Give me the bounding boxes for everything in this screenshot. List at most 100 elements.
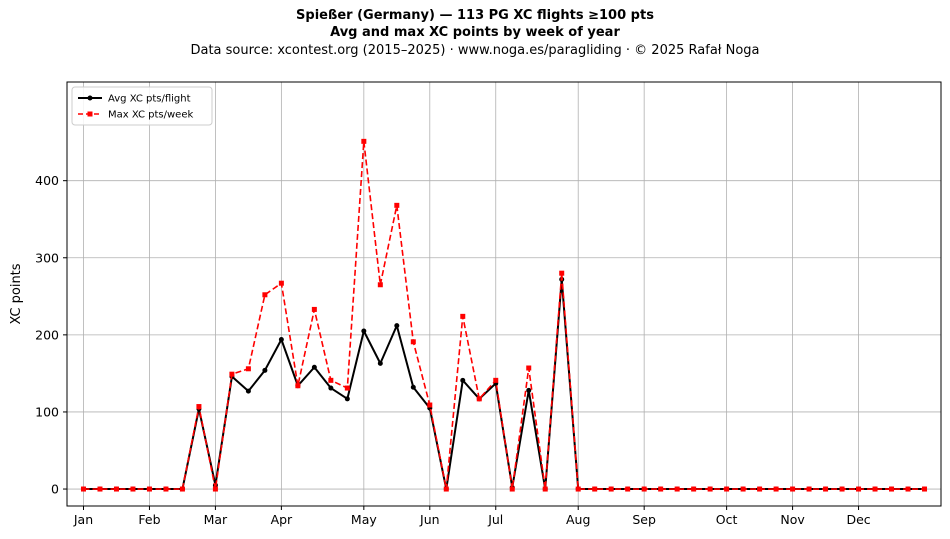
data-point xyxy=(394,202,400,208)
x-tick-label: Nov xyxy=(780,512,805,527)
data-point xyxy=(575,486,581,492)
plot-frame xyxy=(66,81,942,507)
legend-marker xyxy=(87,111,93,117)
data-point xyxy=(427,402,433,408)
x-tick-label: Apr xyxy=(271,512,293,527)
x-tick-label: Feb xyxy=(138,512,160,527)
legend-item: Max XC pts/week xyxy=(78,110,193,121)
y-tick-label: 100 xyxy=(35,404,59,419)
data-point xyxy=(229,371,235,377)
chart-subtitle: Avg and max XC points by week of year xyxy=(330,25,620,40)
data-point xyxy=(641,486,647,492)
data-point xyxy=(361,138,367,144)
data-point xyxy=(460,377,466,383)
x-tick-label: Jan xyxy=(73,512,93,527)
data-point xyxy=(196,404,202,410)
data-point xyxy=(311,364,317,370)
y-tick-label: 200 xyxy=(35,327,59,342)
data-point xyxy=(839,486,845,492)
data-point xyxy=(130,486,136,492)
data-point xyxy=(740,486,746,492)
y-tick-label: 400 xyxy=(35,173,59,188)
data-point xyxy=(625,486,631,492)
data-point xyxy=(526,387,532,393)
series-layer xyxy=(80,138,928,492)
data-point xyxy=(509,486,515,492)
data-point xyxy=(328,377,334,383)
data-point xyxy=(377,282,383,288)
data-point xyxy=(262,292,268,298)
chart-title: Spießer (Germany) — 113 PG XC flights ≥1… xyxy=(296,8,654,23)
data-point xyxy=(80,486,86,492)
axes: Jan Feb Mar Apr May Jun Jul Aug Sep Oct Nov Dec 0 100… xyxy=(35,173,871,527)
data-point xyxy=(526,365,532,371)
legend-label: Max XC pts/week xyxy=(108,110,193,121)
data-point xyxy=(872,486,878,492)
legend: Avg XC pts/flight Max XC pts/week xyxy=(71,86,213,126)
data-point xyxy=(790,486,796,492)
legend-label: Avg XC pts/flight xyxy=(108,94,191,105)
data-point xyxy=(889,486,895,492)
data-point xyxy=(212,486,218,492)
x-tick-label: Jun xyxy=(419,512,440,527)
x-tick-label: Jul xyxy=(487,512,503,527)
data-point xyxy=(922,486,928,492)
data-point xyxy=(394,323,400,329)
data-point xyxy=(163,486,169,492)
x-tick-label: Sep xyxy=(632,512,656,527)
legend-item: Avg XC pts/flight xyxy=(78,94,191,105)
data-point xyxy=(179,486,185,492)
data-point xyxy=(724,486,730,492)
data-point xyxy=(905,486,911,492)
data-point xyxy=(443,486,449,492)
data-point xyxy=(245,366,251,372)
data-point xyxy=(460,313,466,319)
x-tick-label: Mar xyxy=(204,512,228,527)
data-point xyxy=(344,385,350,391)
data-point xyxy=(476,396,482,402)
data-point xyxy=(691,486,697,492)
y-tick-label: 0 xyxy=(51,482,59,497)
data-point xyxy=(262,367,268,373)
data-point xyxy=(806,486,812,492)
data-point xyxy=(410,339,416,345)
data-point xyxy=(410,384,416,390)
legend-marker xyxy=(87,95,93,101)
data-point xyxy=(493,377,499,383)
data-point xyxy=(542,486,548,492)
y-axis-label: XC points xyxy=(9,263,24,324)
data-point xyxy=(707,486,713,492)
data-point xyxy=(608,486,614,492)
y-tick-label: 300 xyxy=(35,250,59,265)
data-point xyxy=(113,486,119,492)
data-point xyxy=(245,388,251,394)
data-point xyxy=(377,360,383,366)
data-point xyxy=(328,385,334,391)
data-point xyxy=(856,486,862,492)
series-line xyxy=(83,140,925,490)
x-tick-label: Oct xyxy=(716,512,738,527)
data-point xyxy=(559,270,565,276)
data-point xyxy=(773,486,779,492)
x-tick-label: May xyxy=(351,512,377,527)
data-point xyxy=(674,486,680,492)
data-point xyxy=(344,396,350,402)
data-point xyxy=(592,486,598,492)
data-point xyxy=(146,486,152,492)
data-point xyxy=(295,383,301,389)
series-avg xyxy=(80,276,928,492)
grid-lines xyxy=(67,82,941,506)
data-point xyxy=(757,486,763,492)
x-tick-label: Aug xyxy=(566,512,590,527)
data-point xyxy=(278,280,284,286)
chart-source-line: Data source: xcontest.org (2015–2025) · … xyxy=(190,43,760,58)
data-point xyxy=(823,486,829,492)
data-point xyxy=(97,486,103,492)
legend-box xyxy=(71,86,213,126)
data-point xyxy=(658,486,664,492)
data-point xyxy=(278,336,284,342)
data-point xyxy=(311,306,317,312)
data-point xyxy=(361,328,367,334)
